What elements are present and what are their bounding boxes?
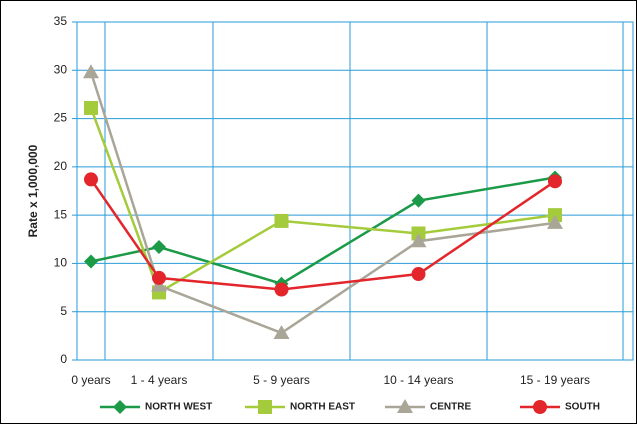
x-tick-label: 15 - 19 years xyxy=(520,373,590,387)
legend-label: NORTH WEST xyxy=(145,402,212,413)
marker xyxy=(547,214,563,229)
marker xyxy=(83,64,99,79)
y-tick-label: 5 xyxy=(60,304,67,318)
marker xyxy=(258,400,272,414)
x-tick-label: 0 years xyxy=(71,373,110,387)
x-tick-label: 10 - 14 years xyxy=(383,373,453,387)
marker xyxy=(533,400,547,414)
x-tick-label: 5 - 9 years xyxy=(253,373,310,387)
marker xyxy=(410,233,427,248)
y-tick-label: 35 xyxy=(54,14,68,28)
marker xyxy=(397,399,413,413)
y-tick-label: 15 xyxy=(54,207,68,221)
legend-label: NORTH EAST xyxy=(290,402,355,413)
x-tick-label: 1 - 4 years xyxy=(131,373,188,387)
legend-label: CENTRE xyxy=(430,402,471,413)
marker xyxy=(273,324,290,339)
y-tick-label: 25 xyxy=(54,111,68,125)
marker xyxy=(274,213,289,228)
marker xyxy=(152,270,166,285)
marker xyxy=(113,400,127,414)
y-tick-label: 30 xyxy=(54,62,68,76)
legend-label: SOUTH xyxy=(565,402,600,413)
y-axis-label: Rate x 1,000,000 xyxy=(26,144,40,237)
marker xyxy=(84,172,98,187)
y-tick-label: 10 xyxy=(54,256,68,270)
marker xyxy=(152,240,166,255)
marker xyxy=(274,282,289,297)
marker xyxy=(84,254,98,269)
marker xyxy=(548,174,562,189)
marker xyxy=(411,267,426,282)
y-tick-label: 20 xyxy=(54,159,68,173)
marker xyxy=(84,100,98,115)
y-tick-label: 0 xyxy=(60,352,67,366)
marker xyxy=(411,193,426,208)
